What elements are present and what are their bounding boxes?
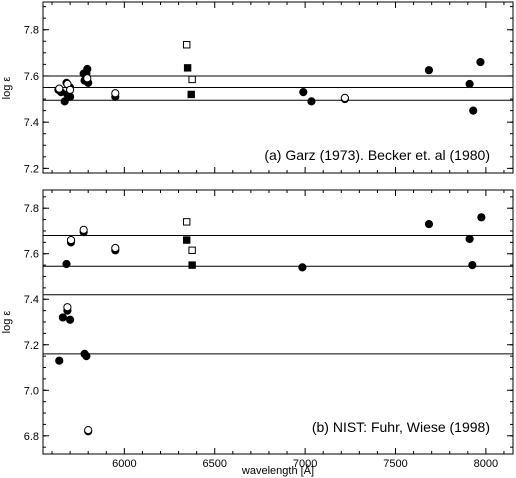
data-point-filled-circle xyxy=(82,352,91,361)
panel-a: 7.2 7.4 7.6 7.8 log ε (a) Garz (1973). Beck… xyxy=(1,1,514,175)
panel-b-reference-lines xyxy=(43,235,513,355)
data-point-filled-circle xyxy=(62,259,71,269)
data-point-filled-circle xyxy=(307,97,316,106)
data-point-filled-circle xyxy=(477,213,486,222)
data-point-filled-circle xyxy=(424,220,434,229)
data-point-filled-circle xyxy=(465,79,474,89)
data-point-filled-circle xyxy=(299,88,308,97)
panel-b-ytick-label: 7.0 xyxy=(24,385,39,397)
panel-b: 6000 6500 7000 7500 8000 6.8 7.0 7.2 7.4 7.6 7.8 l… xyxy=(1,189,514,477)
data-point-open-square xyxy=(188,246,196,255)
panel-a-ytick-label: 7.6 xyxy=(24,71,39,83)
data-point-open-circle xyxy=(111,243,120,253)
data-point-filled-circle xyxy=(55,356,64,365)
data-point-filled-circle xyxy=(66,315,75,324)
data-point-filled-circle xyxy=(60,97,69,106)
panel-b-ytick-label: 7.8 xyxy=(24,203,39,215)
panel-a-annotation: (a) Garz (1973). Becker et. al (1980) xyxy=(264,147,490,163)
panel-b-ytick-label: 6.8 xyxy=(24,431,39,443)
panel-a-ytick-label: 7.4 xyxy=(24,117,39,129)
data-point-open-circle xyxy=(63,303,72,312)
data-point-filled-circle xyxy=(468,261,477,270)
panel-a-ytick-label: 7.2 xyxy=(24,163,39,175)
panel-b-points xyxy=(55,213,486,436)
panel-a-ticks: 7.2 7.4 7.6 7.8 xyxy=(24,2,513,175)
data-point-filled-circle xyxy=(66,92,75,101)
data-point-open-circle xyxy=(66,235,76,245)
panel-b-ytick-label: 7.6 xyxy=(24,249,39,261)
panel-b-ylabel: log ε xyxy=(1,311,13,334)
data-point-filled-circle xyxy=(465,234,474,244)
panel-b-xtick-label: 8000 xyxy=(474,458,498,470)
panel-a-ylabel: log ε xyxy=(1,77,13,100)
data-point-filled-circle xyxy=(469,106,478,115)
data-point-open-square xyxy=(188,75,196,84)
data-point-filled-circle xyxy=(424,66,434,75)
data-point-open-circle xyxy=(83,74,92,83)
panel-b-ticks: 6000 6500 7000 7500 8000 6.8 7.0 7.2 7.4 7.6 7.8 xyxy=(24,190,513,470)
data-point-filled-square xyxy=(188,261,196,269)
data-point-open-circle xyxy=(66,85,75,94)
data-point-filled-circle xyxy=(476,57,485,67)
data-point-filled-circle xyxy=(83,64,92,74)
panel-b-xtick-label: 7500 xyxy=(383,458,407,470)
panel-b-ytick-label: 7.2 xyxy=(24,340,39,352)
data-point-open-circle xyxy=(55,84,64,93)
panel-a-reference-lines xyxy=(43,75,513,101)
data-point-filled-circle xyxy=(298,263,307,272)
panel-a-ytick-label: 7.8 xyxy=(24,25,39,37)
data-point-open-square xyxy=(183,218,191,226)
data-point-open-square xyxy=(183,41,191,49)
data-point-filled-circle xyxy=(58,313,67,322)
data-point-filled-square xyxy=(183,236,191,244)
panel-b-xlabel: wavelength [Å] xyxy=(241,464,314,477)
panel-b-ytick-label: 7.4 xyxy=(24,294,39,306)
panel-b-xtick-label: 6500 xyxy=(202,458,226,470)
panel-b-xtick-label: 7000 xyxy=(293,458,317,470)
panel-a-points xyxy=(54,41,485,115)
data-point-open-circle xyxy=(340,93,349,102)
data-point-filled-square xyxy=(187,90,195,99)
data-point-open-circle xyxy=(79,225,88,234)
panel-b-xtick-label: 6000 xyxy=(112,458,136,470)
data-point-open-circle xyxy=(111,89,120,98)
data-point-filled-square xyxy=(183,64,192,72)
panel-b-frame xyxy=(42,189,514,455)
data-point-open-circle xyxy=(84,426,93,435)
panel-b-annotation: (b) NIST: Fuhr, Wiese (1998) xyxy=(312,419,490,435)
